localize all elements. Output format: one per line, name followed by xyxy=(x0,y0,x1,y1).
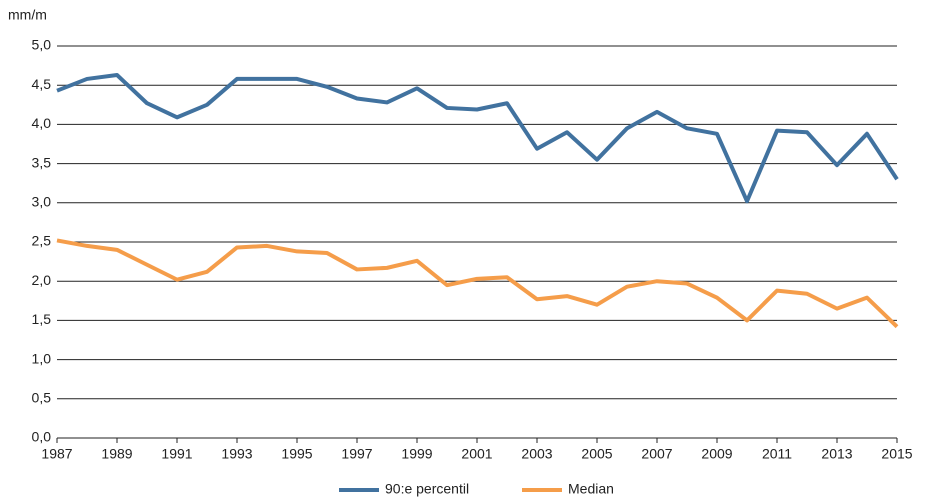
x-tick-label: 2015 xyxy=(881,446,912,462)
series-line xyxy=(56,238,899,329)
x-tick-label: 2005 xyxy=(581,446,612,462)
y-tick-label: 1,0 xyxy=(32,350,52,366)
x-tick-label: 2009 xyxy=(701,446,732,462)
x-tick-label: 2001 xyxy=(461,446,492,462)
x-tick-label: 2007 xyxy=(641,446,672,462)
x-tick-label: 1991 xyxy=(161,446,192,462)
y-tick-label: 2,5 xyxy=(32,233,52,249)
x-tick-label: 2013 xyxy=(821,446,852,462)
x-tick-label: 1999 xyxy=(401,446,432,462)
y-tick-label: 0,5 xyxy=(32,390,52,406)
x-tick-label: 1995 xyxy=(281,446,312,462)
y-tick-label: 2,0 xyxy=(32,272,52,288)
x-tick-label: 2011 xyxy=(762,446,792,462)
legend-label: 90:e percentil xyxy=(385,481,469,497)
x-tick-label: 1987 xyxy=(41,446,72,462)
y-axis-label: mm/m xyxy=(8,7,47,23)
y-tick-label: 0,0 xyxy=(32,429,52,445)
x-tick-label: 1989 xyxy=(101,446,132,462)
y-tick-label: 4,0 xyxy=(32,115,52,131)
y-tick-label: 1,5 xyxy=(32,311,52,327)
y-tick-label: 3,5 xyxy=(32,154,52,170)
y-tick-label: 3,0 xyxy=(32,194,52,210)
y-tick-label: 5,0 xyxy=(32,37,52,53)
x-tick-label: 1993 xyxy=(221,446,252,462)
x-tick-label: 2003 xyxy=(521,446,552,462)
y-tick-label: 4,5 xyxy=(32,76,52,92)
x-tick-label: 1997 xyxy=(341,446,372,462)
legend-label: Median xyxy=(568,481,614,497)
series-line xyxy=(56,73,899,204)
